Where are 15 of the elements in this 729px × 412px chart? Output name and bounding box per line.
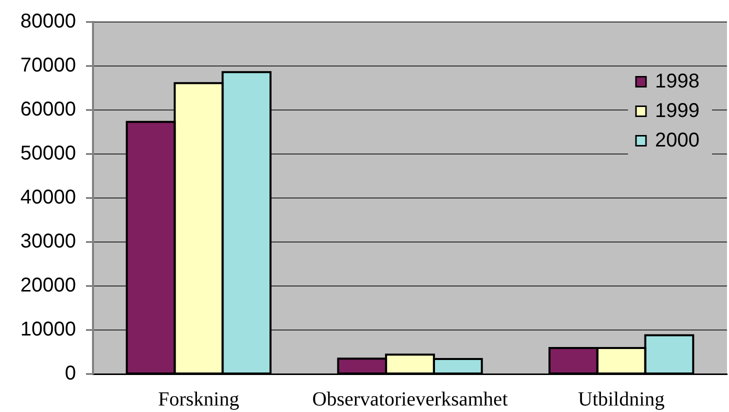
y-tick-label: 80000 <box>20 10 76 33</box>
x-tick-label: Utbildning <box>578 388 665 410</box>
x-tick-label: Observatorieverksamhet <box>312 388 508 410</box>
y-tick-label: 40000 <box>20 186 76 209</box>
y-tick-label: 20000 <box>20 274 76 297</box>
legend-label: 2000 <box>655 129 700 152</box>
y-tick-label: 0 <box>64 362 76 385</box>
legend-label: 1998 <box>655 70 700 92</box>
y-tick-label: 50000 <box>20 142 76 165</box>
y-tick-label: 30000 <box>20 230 76 253</box>
legend-label: 1999 <box>655 100 700 122</box>
y-tick-label: 10000 <box>20 318 76 341</box>
x-tick-label: Forskning <box>158 388 240 410</box>
y-tick-label: 70000 <box>20 54 76 77</box>
y-tick-label: 60000 <box>20 98 76 121</box>
